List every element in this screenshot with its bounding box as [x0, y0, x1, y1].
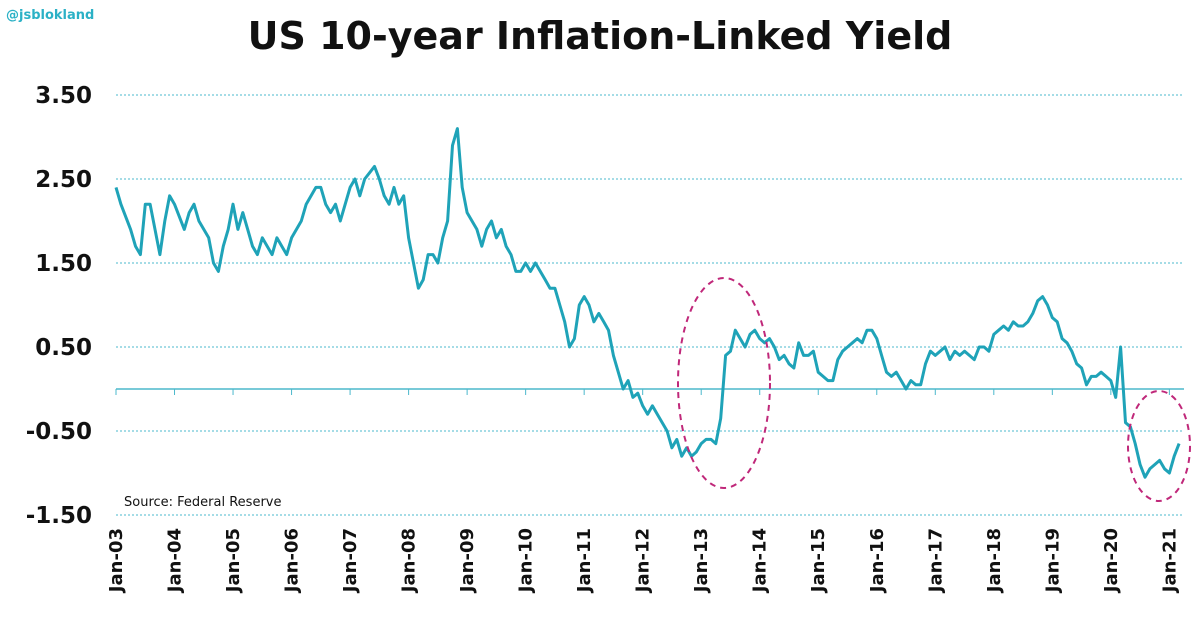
x-tick-label: Jan-16	[867, 528, 888, 594]
y-tick-label: 0.50	[35, 335, 92, 361]
x-tick-label: Jan-04	[165, 528, 186, 594]
x-tick-label: Jan-15	[808, 528, 829, 594]
x-tick-label: Jan-14	[750, 528, 771, 594]
y-tick-label: 1.50	[35, 251, 92, 277]
x-axis-ticks: Jan-03 Jan-04 Jan-05 Jan-06 Jan-07 Jan-08 Jan-…	[106, 389, 1180, 594]
x-tick-label: Jan-20	[1101, 528, 1122, 594]
y-tick-label: 2.50	[35, 167, 92, 193]
annotation-ellipse-2013	[677, 277, 771, 489]
gridlines	[116, 94, 1184, 516]
author-handle: @jsblokland	[6, 8, 95, 23]
x-tick-label: Jan-08	[399, 528, 420, 594]
y-tick-label: -1.50	[26, 503, 92, 529]
x-tick-label: Jan-18	[984, 528, 1005, 594]
x-tick-label: Jan-03	[106, 528, 127, 594]
x-tick-label: Jan-17	[925, 528, 946, 594]
y-tick-label: 3.50	[35, 83, 92, 109]
x-tick-label: Jan-09	[457, 528, 478, 594]
x-tick-label: Jan-13	[691, 528, 712, 594]
x-tick-label: Jan-11	[574, 528, 595, 594]
x-tick-label: Jan-05	[223, 528, 244, 594]
y-tick-label: -0.50	[26, 419, 92, 445]
y-axis-ticks: 3.50 2.50 1.50 0.50 -0.50 -1.50	[26, 83, 92, 529]
chart-title: US 10-year Inflation-Linked Yield	[247, 14, 953, 58]
x-tick-label: Jan-19	[1042, 528, 1063, 594]
yield-series-line	[114, 127, 1181, 479]
x-tick-label: Jan-10	[516, 528, 537, 594]
x-tick-label: Jan-07	[340, 528, 361, 594]
x-tick-label: Jan-06	[282, 528, 303, 594]
source-note: Source: Federal Reserve	[124, 495, 282, 510]
x-tick-label: Jan-21	[1159, 528, 1180, 594]
x-tick-label: Jan-12	[633, 528, 654, 594]
annotation-ellipse-2021	[1127, 390, 1191, 502]
